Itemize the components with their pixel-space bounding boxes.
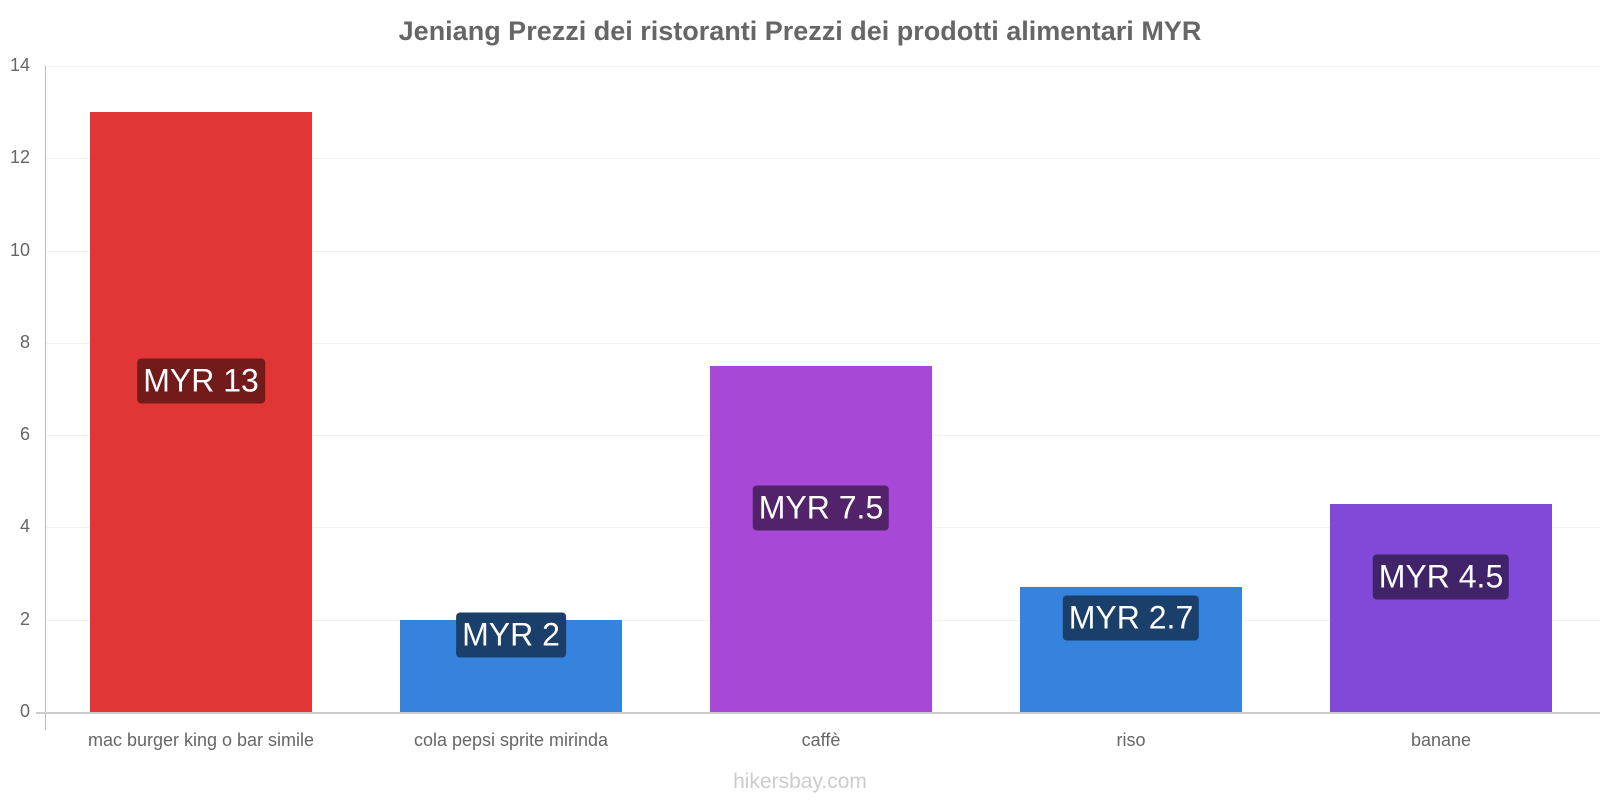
bar[interactable] xyxy=(710,365,932,712)
gridline xyxy=(46,66,1600,67)
x-tick-label: riso xyxy=(1116,730,1146,750)
y-tick-label: 4 xyxy=(19,516,30,537)
y-tick-label: 6 xyxy=(19,424,30,445)
gridline xyxy=(46,250,1600,252)
y-tick-label: 0 xyxy=(19,701,30,721)
data-label: MYR 2 xyxy=(456,612,566,658)
bar[interactable] xyxy=(90,112,312,712)
y-tick-label: 12 xyxy=(9,147,30,168)
data-label: MYR 4.5 xyxy=(1372,554,1510,600)
gridline xyxy=(46,342,1600,344)
watermark: hikersbay.com xyxy=(733,770,867,793)
x-tick-label: caffè xyxy=(801,730,841,750)
y-tick-label: 2 xyxy=(19,608,30,629)
x-tick-label: mac burger king o bar simile xyxy=(87,730,315,750)
y-tick-label: 8 xyxy=(19,331,30,352)
x-tick-label: cola pepsi sprite mirinda xyxy=(413,730,609,750)
chart-title: Jeniang Prezzi dei ristoranti Prezzi dei… xyxy=(398,16,1202,46)
gridline xyxy=(46,158,1600,160)
x-tick-label: banane xyxy=(1410,730,1472,750)
data-label: MYR 2.7 xyxy=(1062,595,1200,641)
y-axis-line xyxy=(45,66,46,730)
y-tick-label: 10 xyxy=(9,239,30,260)
y-tick-label: 14 xyxy=(9,55,30,75)
data-label: MYR 13 xyxy=(137,358,265,404)
data-label: MYR 7.5 xyxy=(752,485,890,531)
x-axis-line xyxy=(36,712,1600,714)
bar[interactable] xyxy=(1330,504,1552,712)
